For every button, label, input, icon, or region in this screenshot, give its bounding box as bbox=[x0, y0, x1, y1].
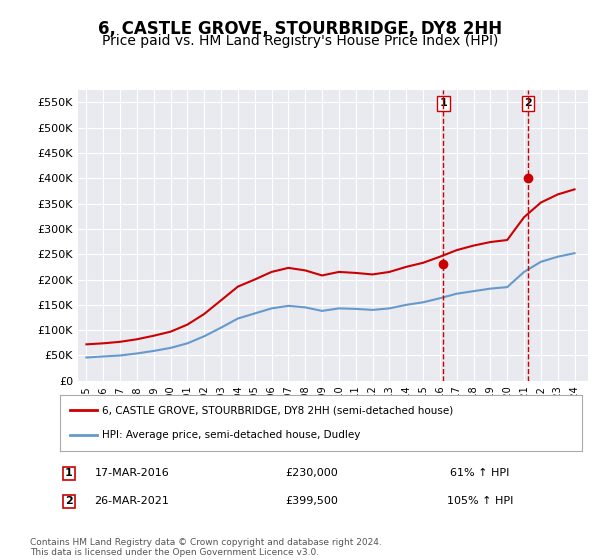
Text: 61% ↑ HPI: 61% ↑ HPI bbox=[451, 468, 509, 478]
Text: 6, CASTLE GROVE, STOURBRIDGE, DY8 2HH: 6, CASTLE GROVE, STOURBRIDGE, DY8 2HH bbox=[98, 20, 502, 38]
Text: 2: 2 bbox=[524, 99, 532, 108]
Text: 1: 1 bbox=[65, 468, 73, 478]
Text: Price paid vs. HM Land Registry's House Price Index (HPI): Price paid vs. HM Land Registry's House … bbox=[102, 34, 498, 48]
Text: 2: 2 bbox=[65, 496, 73, 506]
Text: £230,000: £230,000 bbox=[286, 468, 338, 478]
Text: £399,500: £399,500 bbox=[286, 496, 338, 506]
Text: 26-MAR-2021: 26-MAR-2021 bbox=[95, 496, 169, 506]
Text: 6, CASTLE GROVE, STOURBRIDGE, DY8 2HH (semi-detached house): 6, CASTLE GROVE, STOURBRIDGE, DY8 2HH (s… bbox=[102, 405, 453, 416]
Text: 17-MAR-2016: 17-MAR-2016 bbox=[95, 468, 169, 478]
Text: Contains HM Land Registry data © Crown copyright and database right 2024.
This d: Contains HM Land Registry data © Crown c… bbox=[30, 538, 382, 557]
Text: HPI: Average price, semi-detached house, Dudley: HPI: Average price, semi-detached house,… bbox=[102, 430, 360, 440]
Text: 105% ↑ HPI: 105% ↑ HPI bbox=[447, 496, 513, 506]
Text: 1: 1 bbox=[440, 99, 447, 108]
